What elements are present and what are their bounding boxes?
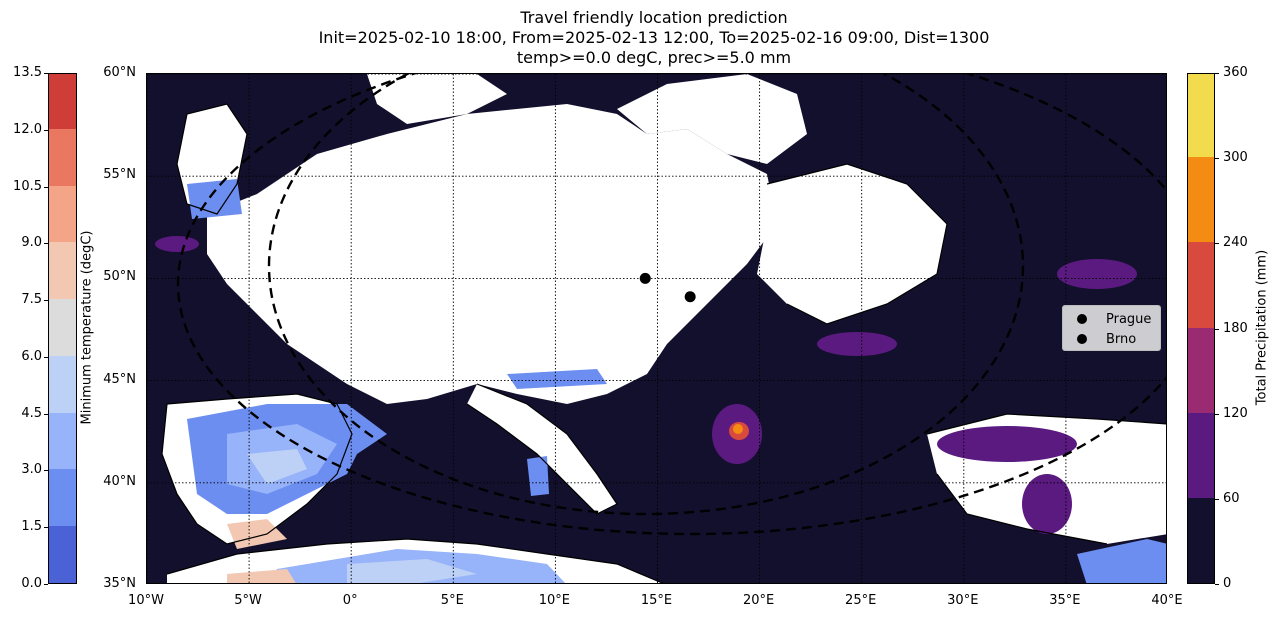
- longitude-tick-label: 10°W: [128, 593, 164, 608]
- longitude-tick-label: 30°E: [947, 593, 979, 608]
- colorbar-tick-mark: [44, 527, 48, 529]
- city-marker-prague: [639, 272, 651, 284]
- colorbar-segment: [49, 355, 76, 413]
- colorbar-tick-mark: [44, 129, 48, 131]
- colorbar-tick-label: 4.5: [21, 405, 42, 421]
- precipitation-areas: [155, 236, 1137, 534]
- latitude-tick-label: 55°N: [103, 167, 136, 183]
- colorbar-tick-label: 7.5: [21, 292, 42, 308]
- colorbar-segment: [49, 128, 76, 186]
- colorbar-segment: [1188, 156, 1214, 243]
- colorbar-tick-label: 360: [1223, 65, 1248, 80]
- colorbar-segment: [1188, 412, 1214, 498]
- colorbar-tick-label: 240: [1223, 235, 1248, 251]
- colorbar-tick-mark: [1215, 158, 1219, 160]
- colorbar-segment: [1188, 497, 1214, 583]
- longitude-tick-label: 35°E: [1049, 593, 1081, 608]
- latitude-tick-label: 45°N: [103, 371, 136, 387]
- colorbar-tick-mark: [1215, 584, 1219, 585]
- legend-marker-icon: [1077, 314, 1087, 324]
- title-line-1: Travel friendly location prediction: [520, 8, 788, 27]
- map-svg: [147, 74, 1166, 583]
- colorbar-tick-label: 9.0: [21, 235, 42, 251]
- longitude-tick-label: 5°W: [234, 593, 262, 608]
- scandinavia-region: [367, 74, 507, 124]
- longitude-tick-label: 0°: [342, 593, 358, 608]
- legend-item-brno: Brno: [1077, 330, 1136, 348]
- ukraine-region: [757, 164, 947, 324]
- title-line-2: Init=2025-02-10 18:00, From=2025-02-13 1…: [318, 28, 990, 47]
- colorbar-tick-label: 0: [1223, 576, 1232, 591]
- legend-label: Brno: [1106, 331, 1137, 347]
- colorbar-tick-label: 12.0: [13, 121, 42, 137]
- longitude-tick-label: 40°E: [1151, 593, 1183, 608]
- colorbar-tick-mark: [44, 584, 48, 585]
- colorbar-tick-mark: [44, 300, 48, 302]
- colorbar-tick-label: 60: [1223, 490, 1240, 506]
- colorbar-tick-label: 180: [1223, 320, 1248, 336]
- italy-region: [467, 384, 617, 514]
- colorbar-tick-label: 10.5: [13, 178, 42, 194]
- temperature-colorbar: [48, 73, 77, 584]
- precipitation-colorbar: [1187, 73, 1215, 584]
- longitude-tick-label: 10°E: [538, 593, 571, 608]
- location-markers: [639, 272, 696, 303]
- colorbar-tick-mark: [44, 186, 48, 188]
- colorbar-tick-mark: [44, 243, 48, 245]
- colorbar-segment: [49, 525, 76, 583]
- colorbar-segment: [1188, 74, 1214, 158]
- precipitation-colorbar-label: Total Precipitation (mm): [1254, 249, 1270, 406]
- longitude-tick-label: 5°E: [440, 593, 464, 608]
- colorbar-tick-mark: [1215, 243, 1219, 245]
- locations-legend: Prague Brno: [1062, 305, 1161, 351]
- colorbar-tick-mark: [1215, 498, 1219, 500]
- longitude-tick-label: 15°E: [640, 593, 673, 608]
- colorbar-segment: [49, 298, 76, 356]
- legend-marker-icon: [1077, 334, 1087, 344]
- colorbar-tick-mark: [44, 73, 48, 74]
- latitude-tick-label: 50°N: [103, 269, 136, 285]
- colorbar-tick-label: 13.5: [13, 65, 42, 80]
- latitude-tick-label: 35°N: [103, 576, 136, 591]
- colorbar-tick-mark: [1215, 328, 1219, 330]
- colorbar-tick-label: 0.0: [21, 576, 42, 591]
- legend-item-prague: Prague: [1077, 310, 1151, 328]
- temperature-colorbar-label: Minimum temperature (degC): [79, 230, 95, 425]
- colorbar-tick-mark: [44, 356, 48, 358]
- colorbar-tick-mark: [1215, 413, 1219, 415]
- colorbar-tick-mark: [1215, 73, 1219, 74]
- latitude-tick-label: 60°N: [103, 65, 136, 80]
- latitude-tick-label: 40°N: [103, 473, 136, 489]
- coastlines: [161, 103, 1166, 583]
- colorbar-tick-label: 1.5: [21, 519, 42, 535]
- central-europe-region: [207, 104, 777, 404]
- colorbar-segment: [1188, 241, 1214, 328]
- temperature-areas: [187, 179, 1166, 583]
- colorbar-segment: [49, 74, 76, 129]
- legend-label: Prague: [1106, 311, 1152, 327]
- colorbar-segment: [49, 241, 76, 300]
- colorbar-tick-label: 6.0: [21, 348, 42, 364]
- longitude-tick-label: 25°E: [845, 593, 877, 608]
- chart-title: Travel friendly location prediction Init…: [0, 8, 1278, 68]
- city-marker-brno: [684, 291, 696, 303]
- colorbar-segment: [49, 185, 76, 243]
- map-panel[interactable]: [146, 73, 1167, 584]
- title-line-3: temp>=0.0 degC, prec>=5.0 mm: [516, 48, 792, 67]
- distance-range-circles: [176, 74, 1166, 536]
- colorbar-tick-mark: [44, 470, 48, 472]
- travel-friendly-land: [162, 74, 1166, 583]
- colorbar-segment: [49, 468, 76, 527]
- colorbar-tick-label: 120: [1223, 405, 1248, 421]
- colorbar-tick-label: 300: [1223, 150, 1248, 166]
- longitude-tick-label: 20°E: [742, 593, 775, 608]
- colorbar-segment: [1188, 327, 1214, 413]
- colorbar-tick-mark: [44, 413, 48, 415]
- colorbar-tick-label: 3.0: [21, 462, 42, 478]
- colorbar-segment: [49, 412, 76, 470]
